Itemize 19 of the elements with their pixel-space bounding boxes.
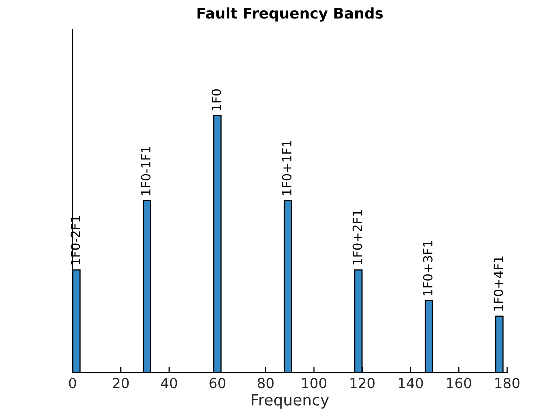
annotation: 1F0-2F1 — [70, 216, 80, 265]
annotation: 1F0 — [212, 89, 222, 110]
annotation: 1F0+2F1 — [352, 210, 362, 265]
x-tick-label: 120 — [350, 378, 375, 389]
x-tick-label: 140 — [399, 378, 424, 389]
annotation: 1F0+3F1 — [423, 241, 433, 296]
x-tick-label: 60 — [210, 378, 226, 389]
annotation: 1F0-1F1 — [141, 147, 151, 196]
x-tick-label: 80 — [258, 378, 274, 389]
x-tick-label: 0 — [69, 378, 76, 389]
annotation: 1F0+4F1 — [494, 256, 504, 311]
x-tick-label: 180 — [496, 378, 520, 389]
x-tick-label: 160 — [447, 378, 472, 389]
x-tick-label: 20 — [113, 378, 129, 389]
chart-title: Fault Frequency Bands — [198, 8, 384, 22]
x-tick-label: 100 — [302, 378, 327, 389]
x-axis-title: Frequency — [252, 394, 330, 409]
x-tick-label: 40 — [161, 378, 178, 389]
annotation: 1F0+1F1 — [282, 141, 292, 196]
